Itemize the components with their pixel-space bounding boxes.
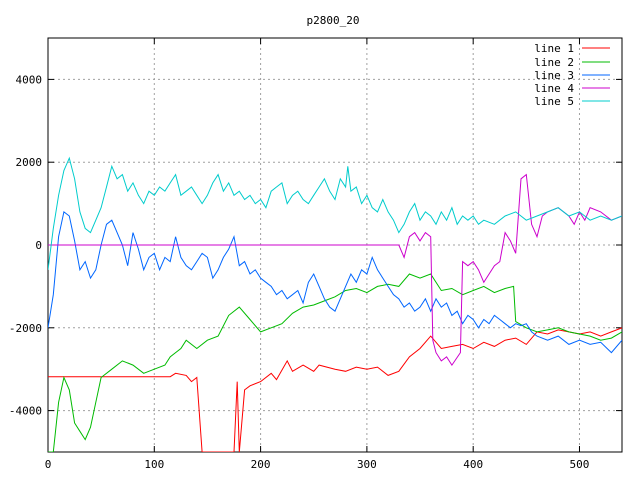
x-tick-label: 500 bbox=[570, 458, 590, 471]
x-tick-label: 400 bbox=[463, 458, 483, 471]
x-tick-label: 0 bbox=[45, 458, 52, 471]
series-lines bbox=[48, 156, 622, 452]
y-tick-label: 4000 bbox=[16, 73, 43, 86]
series-line-4 bbox=[48, 173, 622, 367]
x-tick-label: 200 bbox=[251, 458, 271, 471]
y-ticks: -4000 -2000 0 2000 4000 bbox=[9, 73, 622, 418]
series-line-3 bbox=[48, 211, 622, 354]
legend-label-4: line 4 bbox=[534, 82, 574, 95]
x-ticks: 0 100 200 300 400 500 bbox=[45, 38, 590, 471]
legend-label-3: line 3 bbox=[534, 69, 574, 82]
x-tick-label: 100 bbox=[144, 458, 164, 471]
legend-label-5: line 5 bbox=[534, 95, 574, 108]
legend-label-1: line 1 bbox=[534, 42, 574, 55]
y-tick-label: -4000 bbox=[9, 405, 42, 418]
y-tick-label: 0 bbox=[35, 239, 42, 252]
series-line-1 bbox=[48, 327, 622, 452]
chart-title: p2800_20 bbox=[307, 14, 360, 27]
y-tick-label: -2000 bbox=[9, 322, 42, 335]
legend: line 1 line 2 line 3 line 4 line 5 bbox=[534, 42, 610, 108]
x-tick-label: 300 bbox=[357, 458, 377, 471]
y-tick-label: 2000 bbox=[16, 156, 43, 169]
legend-label-2: line 2 bbox=[534, 56, 574, 69]
series-line-2 bbox=[48, 273, 622, 452]
series-line-5 bbox=[48, 156, 622, 270]
